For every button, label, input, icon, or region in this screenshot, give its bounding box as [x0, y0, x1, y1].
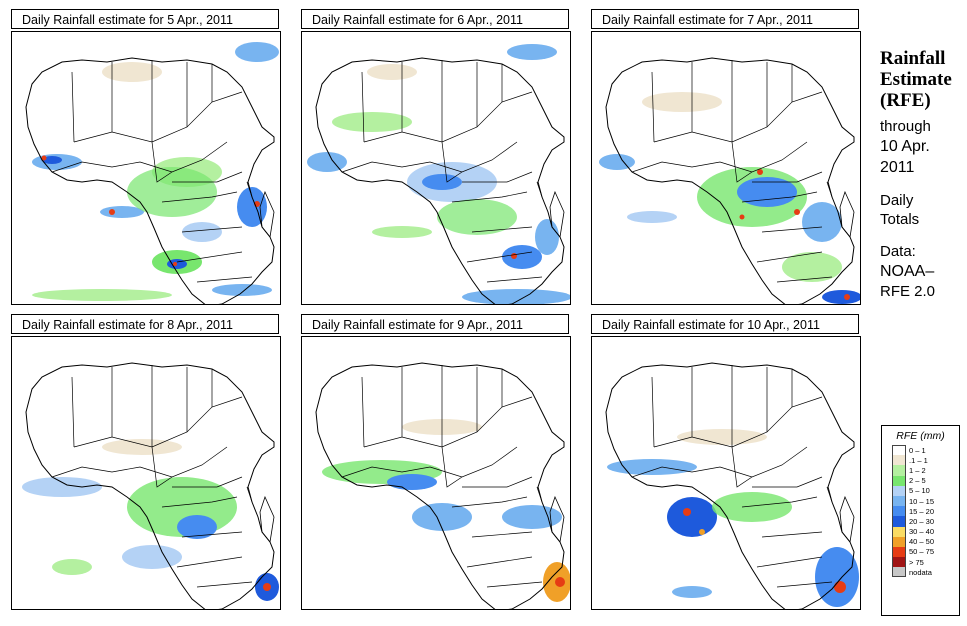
panel-7-apr: Daily Rainfall estimate for 7 Apr., 2011: [591, 9, 861, 305]
legend-label: 10 – 15: [909, 496, 935, 506]
legend-label: 1 – 2: [909, 465, 926, 475]
rainfall-field: [607, 429, 859, 607]
legend-swatch: [892, 557, 906, 568]
title-line: (RFE): [880, 90, 931, 111]
legend-item: 2 – 5: [892, 475, 959, 486]
legend-item: 50 – 75: [892, 546, 959, 558]
rainfall-map: [301, 31, 571, 305]
legend-label: > 75: [909, 557, 924, 567]
legend-title: RFE (mm): [896, 430, 945, 442]
legend-label: nodata: [909, 567, 932, 577]
data-source: RFE 2.0: [880, 283, 936, 300]
rainfall-map: [11, 336, 281, 610]
legend-label: .1 – 1: [909, 455, 928, 465]
data-label: Data:: [880, 243, 916, 260]
rainfall-map: [301, 336, 571, 610]
panel-6-apr: Daily Rainfall estimate for 6 Apr., 2011: [301, 9, 571, 305]
legend-item: 10 – 15: [892, 495, 959, 507]
legend-swatch: [892, 445, 906, 456]
rainfall-field: [22, 439, 279, 601]
legend-swatch: [892, 495, 906, 507]
rainfall-field: [322, 419, 570, 602]
date-line: 10 Apr.: [880, 138, 930, 155]
panel-9-apr: Daily Rainfall estimate for 9 Apr., 2011: [301, 314, 571, 610]
legend-label: 20 – 30: [909, 516, 935, 526]
legend-label: 30 – 40: [909, 527, 935, 537]
legend-item: nodata: [892, 567, 959, 578]
daily-label: Totals: [880, 211, 920, 228]
title-line: Estimate: [880, 69, 952, 90]
legend-label: 2 – 5: [909, 476, 926, 486]
daily-label: Daily: [880, 192, 914, 209]
legend-swatch: [892, 485, 906, 496]
title-line: Rainfall: [880, 48, 946, 69]
panel-title: Daily Rainfall estimate for 5 Apr., 2011: [11, 9, 279, 29]
panel-title: Daily Rainfall estimate for 6 Apr., 2011: [301, 9, 569, 29]
panel-title: Daily Rainfall estimate for 8 Apr., 2011: [11, 314, 279, 334]
legend-swatch: [892, 506, 906, 517]
legend-item: 5 – 10: [892, 485, 959, 496]
legend-swatch: [892, 526, 906, 537]
legend-item: 40 – 50: [892, 536, 959, 547]
legend-item: .1 – 1: [892, 455, 959, 466]
legend-item: 1 – 2: [892, 465, 959, 476]
legend-label: 0 – 1: [909, 445, 926, 455]
panel-title: Daily Rainfall estimate for 7 Apr., 2011: [591, 9, 859, 29]
panel-title: Daily Rainfall estimate for 10 Apr., 201…: [591, 314, 859, 334]
legend-swatch: [892, 455, 906, 466]
legend-item: 20 – 30: [892, 516, 959, 527]
panel-8-apr: Daily Rainfall estimate for 8 Apr., 2011: [11, 314, 281, 610]
legend-swatch: [892, 546, 906, 558]
legend-label: 15 – 20: [909, 506, 935, 516]
legend-swatch: [892, 475, 906, 486]
date-line: 2011: [880, 159, 915, 176]
sidebar-info: Rainfall Estimate (RFE) through 10 Apr. …: [880, 48, 965, 301]
legend-label: 40 – 50: [909, 537, 935, 547]
data-source: NOAA–: [880, 263, 935, 280]
rainfall-map: [591, 336, 861, 610]
legend-item: 30 – 40: [892, 526, 959, 537]
legend-label: 50 – 75: [909, 547, 935, 557]
legend-swatch: [892, 465, 906, 476]
panel-5-apr: Daily Rainfall estimate for 5 Apr., 2011: [11, 9, 281, 305]
legend-item: 15 – 20: [892, 506, 959, 517]
rainfall-field: [32, 42, 279, 301]
rainfall-map: [11, 31, 281, 305]
panel-title: Daily Rainfall estimate for 9 Apr., 2011: [301, 314, 569, 334]
panel-10-apr: Daily Rainfall estimate for 10 Apr., 201…: [591, 314, 861, 610]
legend-item: 0 – 1: [892, 445, 959, 456]
legend-label: 5 – 10: [909, 486, 930, 496]
rainfall-map: [591, 31, 861, 305]
legend-swatch: [892, 567, 906, 578]
legend-swatch: [892, 536, 906, 547]
legend-swatch: [892, 516, 906, 527]
through-label: through: [880, 118, 931, 135]
rainfall-field: [599, 92, 860, 304]
legend-item: > 75: [892, 557, 959, 568]
